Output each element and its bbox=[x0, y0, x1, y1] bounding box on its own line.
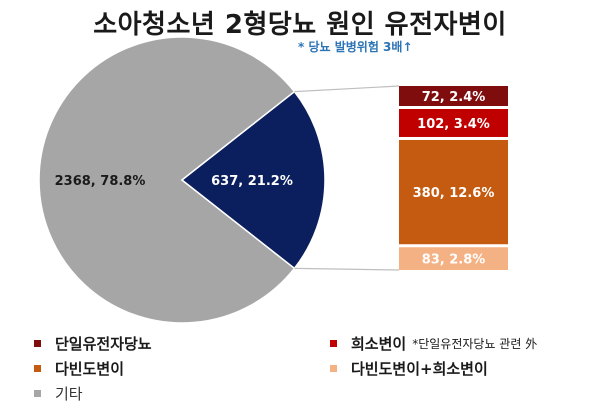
legend-label-polygenic: 다빈도변이 bbox=[55, 360, 125, 378]
legend-note-rare-variant: *단일유전자당뇨 관련 外 bbox=[412, 337, 538, 351]
legend-swatch-rare-variant bbox=[330, 340, 337, 347]
legend-label-rare-variant: 희소변이 bbox=[351, 335, 407, 353]
legend-swatch-single-gene bbox=[34, 340, 41, 347]
bar-segment-1 bbox=[399, 86, 508, 106]
bar-segment-2 bbox=[399, 109, 508, 137]
bar-segment-4 bbox=[399, 247, 508, 270]
pie-slice-other bbox=[38, 36, 296, 324]
pie-label-highlight: 637, 21.2% bbox=[211, 174, 293, 189]
bar-segment-label-2: 102, 3.4% bbox=[417, 117, 490, 132]
chart-title: 소아청소년 2형당뇨 원인 유전자변이 bbox=[93, 10, 507, 40]
legend-item-polygenic: 다빈도변이 bbox=[34, 358, 124, 379]
legend-swatch-other bbox=[34, 390, 41, 397]
bar-segment-3 bbox=[399, 139, 508, 245]
connector-line-bottom bbox=[294, 267, 400, 271]
legend-item-single-gene: 단일유전자당뇨 bbox=[34, 333, 152, 354]
legend-item-other: 기타 bbox=[34, 383, 83, 404]
bar-segment-label-3: 380, 12.6% bbox=[413, 186, 495, 201]
connector-line-top bbox=[294, 85, 400, 93]
pie-slice-highlight bbox=[180, 90, 326, 270]
bar-segment-label-1: 72, 2.4% bbox=[422, 90, 486, 105]
pie-label-other: 2368, 78.8% bbox=[55, 174, 146, 189]
bar-segment-label-4: 83, 2.8% bbox=[422, 253, 486, 268]
legend-item-polygenic-rare: 다빈도변이+희소변이 bbox=[330, 358, 488, 379]
legend-item-rare-variant: 희소변이 *단일유전자당뇨 관련 外 bbox=[330, 333, 537, 354]
legend-label-single-gene: 단일유전자당뇨 bbox=[55, 335, 152, 353]
chart-subtitle: * 당뇨 발병위험 3배↑ bbox=[298, 40, 413, 54]
legend-label-other: 기타 bbox=[55, 385, 83, 403]
legend-label-polygenic-rare: 다빈도변이+희소변이 bbox=[351, 360, 488, 378]
legend-swatch-polygenic bbox=[34, 365, 41, 372]
legend-swatch-polygenic-rare bbox=[330, 365, 337, 372]
